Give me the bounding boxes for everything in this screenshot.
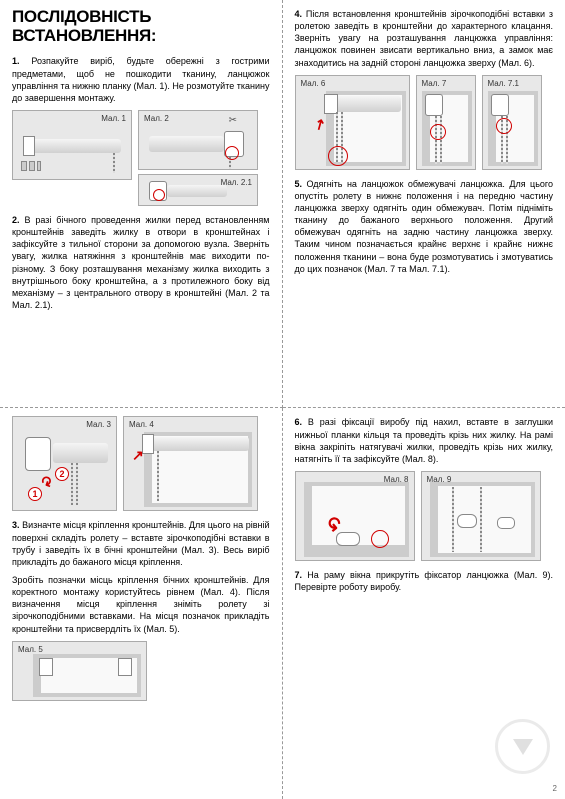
figure-label: Мал. 9 [427,475,452,484]
callout-1: 1 [28,487,42,501]
quadrant-3: Мал. 3 1 2 ↻ Мал. 4 ↗ 3. Визначте місця … [0,408,283,799]
figure-8: Мал. 8 ↺ [295,471,415,561]
figure-3: Мал. 3 1 2 ↻ [12,416,117,511]
figure-row-5: Мал. 5 [12,641,270,701]
page-title: ПОСЛІДОВНІСТЬ ВСТАНОВЛЕННЯ: [12,8,270,45]
step-3b: Зробіть позначки місць кріплення бічних … [12,574,270,635]
figure-label: Мал. 6 [301,79,326,88]
figure-label: Мал. 1 [101,114,126,123]
step-3a: 3. Визначте місця кріплення кронштейнів.… [12,519,270,568]
figure-4: Мал. 4 ↗ [123,416,258,511]
figure-label: Мал. 2.1 [221,178,252,187]
arrow-icon: ↻ [38,471,55,491]
figure-label: Мал. 7.1 [488,79,519,88]
figure-label: Мал. 4 [129,420,154,429]
figure-row-4: Мал. 8 ↺ Мал. 9 [295,471,554,561]
callout-2: 2 [55,467,69,481]
quadrant-1: ПОСЛІДОВНІСТЬ ВСТАНОВЛЕННЯ: 1. Розпакуйт… [0,0,283,408]
step-6: 6. В разі фіксації виробу під нахил, вст… [295,416,554,465]
figure-row-1: Мал. 1 Мал. 2 ✂ Мал. 2.1 [12,110,270,206]
figure-2-1: Мал. 2.1 [138,174,258,206]
step-1: 1. Розпакуйте виріб, будьте обережні з г… [12,55,270,104]
figure-label: Мал. 3 [86,420,111,429]
step-7: 7. На раму вікна прикрутіть фіксатор лан… [295,569,554,593]
figure-label: Мал. 7 [422,79,447,88]
figure-7-1: Мал. 7.1 [482,75,542,170]
figure-7: Мал. 7 [416,75,476,170]
step-5: 5. Одягніть на ланцюжок обмежувачі ланцю… [295,178,554,275]
watermark-icon [495,719,550,774]
figure-label: Мал. 5 [18,645,43,654]
figure-2: Мал. 2 ✂ [138,110,258,170]
page-number: 2 [553,784,557,793]
figure-1: Мал. 1 [12,110,132,180]
figure-label: Мал. 2 [144,114,169,123]
figure-row-2: Мал. 6 click ↗ Мал. 7 Мал. 7.1 [295,75,554,170]
figure-6: Мал. 6 click ↗ [295,75,410,170]
figure-row-3: Мал. 3 1 2 ↻ Мал. 4 ↗ [12,416,270,511]
step-4: 4. Після встановлення кронштейнів зірочк… [295,8,554,69]
figure-9: Мал. 9 [421,471,541,561]
step-2: 2. В разі бічного проведення жилки перед… [12,214,270,311]
figure-label: Мал. 8 [384,475,409,484]
figure-5: Мал. 5 [12,641,147,701]
quadrant-2: 4. Після встановлення кронштейнів зірочк… [283,0,565,408]
scissors-icon: ✂ [229,115,237,126]
arrow-icon: ↗ [132,447,144,464]
